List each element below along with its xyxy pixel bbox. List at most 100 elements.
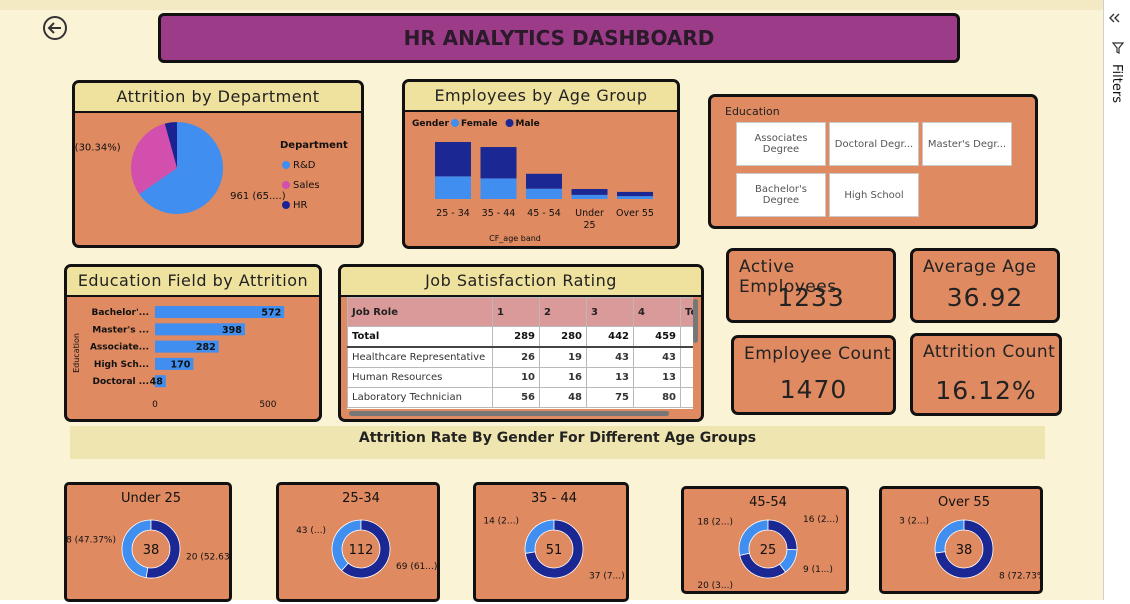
data-table: Job Role1234TotalTotal2892804424591470He… [347, 297, 693, 408]
table-row: Healthcare Representative26194343131 [347, 346, 693, 368]
table-cell: 19 [539, 346, 587, 368]
slicer-option[interactable]: Doctoral Degr... [829, 122, 919, 166]
donut-card: 35 - 44 14 (2...) 37 (7...) 51 [473, 482, 629, 602]
data-label: 446 (30.34%) [75, 143, 121, 154]
panel-title: Attrition by Department [75, 83, 361, 113]
donut-center: 38 [956, 543, 973, 558]
legend-label: Male [516, 119, 540, 129]
donut-center: 25 [760, 543, 777, 558]
table-cell: 75 [586, 387, 634, 408]
table-cell: 16 [539, 367, 587, 388]
data-label: 69 (61...) [396, 562, 437, 572]
donut-title: 35 - 44 [531, 491, 577, 506]
table-cell: 289 [492, 326, 540, 348]
donut-segment [934, 519, 994, 579]
donut-title: 45-54 [749, 495, 787, 510]
y-tick-label: Master's ... [92, 325, 149, 335]
vertical-scrollbar [693, 299, 698, 343]
kpi-value: 1470 [779, 375, 848, 404]
legend-marker [451, 119, 459, 127]
kpi-label: Active Employees [739, 257, 837, 297]
data-label: 398 [222, 325, 242, 336]
row-label: Total [347, 326, 493, 348]
section-banner: Attrition Rate By Gender For Different A… [70, 426, 1045, 459]
data-label: 48 [150, 377, 164, 388]
table-cell: 1470 [680, 326, 693, 348]
pie-slice [131, 123, 177, 195]
pie-slice [164, 122, 177, 168]
data-label: 20 (52.63%) [186, 553, 232, 563]
x-tick-label: 25 - 34 [436, 208, 470, 219]
legend-title: Gender [412, 119, 449, 129]
table-row: Human Resources1016131352 [347, 367, 693, 388]
column-header: Total [680, 297, 693, 327]
data-label: 572 [261, 308, 281, 319]
kpi-card: Active Employees 1233 [726, 248, 896, 323]
chart-area: Over 55 3 (2...) 8 (72.73%) 38 [899, 495, 1040, 582]
data-label: 16 (2...) [803, 515, 839, 525]
back-button[interactable] [41, 14, 69, 42]
data-label: 20 (3...) [697, 581, 733, 591]
donut-card: 25-34 43 (...) 69 (61...) 112 [276, 482, 440, 602]
slicer-option[interactable]: High School [829, 173, 919, 217]
data-label: 282 [196, 342, 216, 353]
table-cell: 280 [539, 326, 587, 348]
slicer-option[interactable]: Associates Degree [736, 122, 826, 166]
filters-label: Filters [1109, 64, 1124, 103]
kpi-label: Employee Count [744, 344, 892, 364]
row-label: Laboratory Technician [347, 387, 493, 408]
x-tick-label: 500 [259, 400, 276, 410]
x-tick-label: 0 [152, 400, 158, 410]
data-label: 9 (1...) [803, 565, 833, 575]
donut-card: Under 25 18 (47.37%) 20 (52.63%) 38 [64, 482, 232, 602]
panel-title: Employees by Age Group [405, 82, 677, 112]
table-cell: 13 [586, 367, 634, 388]
slicer-option[interactable]: Bachelor's Degree [736, 173, 826, 217]
employees-by-age-group: Employees by Age Group Gender Female Male 25… [402, 79, 680, 249]
chart-area: 961 (65....) 446 (30.34%) Department R&D Sal… [75, 122, 348, 214]
legend-marker [505, 119, 514, 127]
data-label: 18 (2...) [697, 517, 733, 527]
kpi-label: Attrition Count [923, 342, 1056, 362]
header-row: Job Role1234Total [347, 297, 693, 327]
donut-center: 112 [349, 543, 374, 558]
bar-segment [617, 196, 653, 199]
kpi-value: 36.92 [946, 283, 1024, 312]
donut-card: Over 55 3 (2...) 8 (72.73%) 38 [879, 486, 1043, 594]
table-cell: 52 [680, 367, 693, 388]
slicer-option[interactable]: Master's Degr... [922, 122, 1012, 166]
bar-segment [480, 147, 517, 179]
kpi-card: Attrition Count 16.12% [910, 333, 1062, 416]
column-header: 1 [492, 297, 540, 327]
row-label: Human Resources [347, 367, 493, 388]
bar-segment [617, 191, 653, 197]
donut-card: 45-54 18 (2...) 16 (2...) 9 (1...) 20 (3...)… [681, 486, 849, 594]
x-tick-label: 45 - 54 [527, 208, 561, 219]
donut-segment [145, 519, 181, 579]
bar-segment [526, 188, 562, 199]
data-label: 43 (...) [296, 526, 326, 536]
legend-label: Female [461, 119, 498, 129]
row-label: Healthcare Representative [347, 346, 493, 368]
horizontal-scrollbar [349, 411, 669, 416]
chart-area: 35 - 44 14 (2...) 37 (7...) 51 [483, 491, 624, 581]
y-axis-label: Education [72, 333, 81, 373]
column-header: 4 [633, 297, 681, 327]
kpi-value: 1233 [777, 283, 845, 312]
table-cell: 131 [680, 346, 693, 368]
data-label: 170 [171, 359, 191, 370]
x-axis-label: CF_age band [489, 234, 541, 243]
table-cell: 56 [492, 387, 540, 408]
legend-label: R&D [293, 160, 316, 171]
table-cell: 80 [633, 387, 681, 408]
donut-title: Over 55 [938, 495, 990, 510]
kpi-label: Average Age [923, 257, 1037, 277]
donut-center: 38 [143, 543, 160, 558]
kpi-value: 16.12% [935, 376, 1037, 405]
panel-title: Job Satisfaction Rating [341, 267, 701, 297]
chart-area: Gender Female Male 25 - 34 35 - 44 45 - 54 Und… [412, 119, 654, 243]
dashboard-canvas: HR ANALYTICS DASHBOARD Attrition by Depa… [0, 0, 1103, 602]
filters-pane[interactable]: Filters [1103, 0, 1130, 600]
table-cell: 26 [492, 346, 540, 368]
